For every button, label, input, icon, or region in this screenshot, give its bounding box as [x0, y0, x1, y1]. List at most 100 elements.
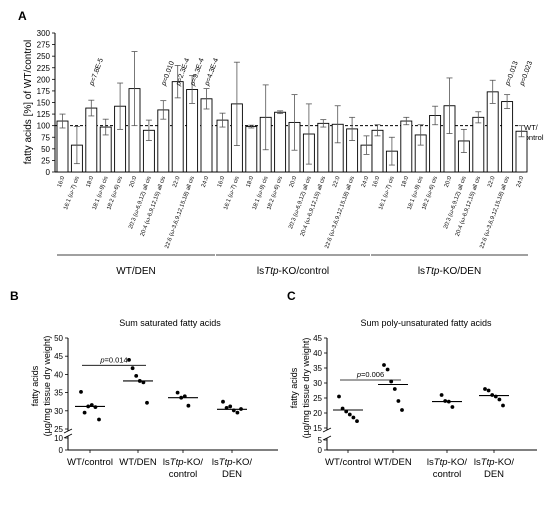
data-point — [221, 399, 225, 404]
panel-letter-c: C — [287, 289, 296, 303]
x-tick-label: lsTtp-KO/ — [163, 457, 203, 468]
bar — [317, 122, 330, 173]
y-tick-label: 175 — [37, 87, 51, 96]
x-tick-label: 18:2 (ω-6) cis — [421, 176, 439, 211]
x-tick-label: 22:6 (ω-3,6,9,12,15,18) all cis — [479, 176, 511, 250]
x-tick-label: 24:0 — [201, 176, 211, 189]
bar — [501, 101, 514, 173]
group-label: lsTtp-KO/control — [257, 266, 329, 277]
x-tick-label: 18:2 (ω-6) cis — [266, 176, 284, 211]
x-tick-label: 22:6 (ω-3,6,9,12,15,18) all cis — [164, 176, 196, 250]
x-tick-label: 18:0 — [401, 176, 411, 189]
panel-b: B Sum saturated fatty acids fatty acids … — [10, 289, 278, 480]
p-value-label: p=4.3E-4 — [203, 57, 220, 87]
data-point — [175, 390, 180, 395]
y-tick-label: 125 — [37, 110, 51, 119]
bars: 16:016:1 (ω-7) cis 18:018:1 (ω-9) cis18:2… — [56, 51, 534, 250]
bar — [85, 107, 98, 173]
y-tick-label: 25 — [313, 394, 322, 403]
x-tick-label: WT/control — [67, 457, 113, 468]
y-tick-label: 225 — [37, 64, 51, 73]
y-tick-label: 25 — [54, 425, 63, 434]
y-tick-label: 200 — [37, 75, 51, 84]
x-tick-label: 20:0 — [289, 176, 299, 189]
bar — [216, 119, 229, 173]
y-tick-label: 15 — [313, 424, 322, 433]
y-tick-label: 75 — [41, 133, 50, 142]
data-point — [490, 393, 495, 397]
y-tick-label: 50 — [41, 145, 50, 154]
data-point — [450, 405, 455, 409]
y-tick-label: 0 — [59, 446, 64, 455]
y-tick-label: 45 — [313, 334, 322, 343]
data-point — [93, 405, 98, 410]
y-tick-label: 275 — [37, 41, 51, 50]
data-point — [497, 397, 502, 402]
data-point — [396, 399, 401, 403]
data-point — [355, 419, 359, 423]
data-point — [439, 393, 444, 397]
group-label: WT/DEN — [116, 266, 155, 277]
x-tick-label: 18:0 — [86, 176, 96, 189]
x-tick-label: 24:0 — [361, 176, 371, 189]
x-tick-label: lsTtp-KO/ — [474, 457, 514, 468]
data-point — [97, 417, 101, 422]
x-tick-label: 22:0 — [487, 176, 497, 189]
data-point — [228, 404, 233, 409]
y-tick-label: 20 — [313, 409, 322, 418]
significance-label: p=0.014 — [99, 355, 127, 364]
data-point — [145, 400, 149, 405]
data-point — [235, 410, 240, 415]
y-tick-label: 0 — [46, 168, 51, 177]
data-point — [186, 403, 191, 408]
y-tick-label: 150 — [37, 99, 51, 108]
bar — [400, 120, 413, 173]
x-tick-label: 20:0 — [129, 176, 139, 189]
bar — [274, 111, 287, 173]
p-value-label: p=7.8E-5 — [88, 57, 105, 87]
x-tick-label: 16:1 (ω-7) cis — [63, 176, 81, 211]
y-tick-label: 10 — [54, 434, 63, 443]
y-tick-label: 35 — [313, 364, 322, 373]
x-tick-label: 16:0 — [217, 176, 227, 189]
bar — [56, 120, 69, 173]
data-point — [486, 388, 491, 393]
y-tick-label: 45 — [54, 352, 63, 361]
y-tick-label: 100 — [37, 122, 51, 131]
y-tick-label: 35 — [54, 389, 63, 398]
y-axis-label-line2-c: (µg/mg tissue dry weight) — [301, 338, 311, 439]
x-tick-label: 22:0 — [332, 176, 342, 189]
y-tick-label: 250 — [37, 52, 51, 61]
y-tick-label: 40 — [313, 349, 322, 358]
x-tick-label: 18:0 — [246, 176, 256, 189]
bar — [486, 91, 499, 173]
x-tick-label: 24:0 — [516, 176, 526, 189]
y-axis-ticks: 0 25 50 75 100 125 150 175 200 225 250 275 300 — [37, 29, 55, 177]
x-tick-label: control — [433, 469, 462, 480]
panel-c: C Sum poly-unsaturated fatty acids fatty… — [287, 289, 537, 480]
x-tick-label: DEN — [222, 469, 242, 480]
data-point — [130, 366, 135, 371]
x-tick-label: 22:6 (ω-3,6,9,12,15,18) all cis — [324, 176, 356, 250]
data-point — [400, 408, 404, 412]
x-tick-label: 22:0 — [172, 176, 182, 189]
y-tick-label: 300 — [37, 29, 51, 38]
x-tick-label: lsTtp-KO/ — [427, 457, 467, 468]
plot-area-c: 05 15 20 25 30 35 40 45 WT/control WT/DEN lsTtp-KO… — [313, 334, 537, 480]
x-tick-label: DEN — [484, 469, 504, 480]
y-tick-label: 5 — [318, 436, 323, 445]
group-labels: WT/DEN lsTtp-KO/control lsTtp-KO/DEN — [57, 254, 528, 277]
axis-break-mark — [322, 427, 332, 433]
x-tick-label: 18:2 (ω-6) cis — [106, 176, 124, 211]
axis-break-mark — [63, 433, 73, 439]
data-point — [501, 403, 505, 408]
data-point — [347, 412, 352, 417]
x-tick-label: 20:0 — [444, 176, 454, 189]
y-tick-label: 50 — [54, 334, 63, 343]
data-point — [127, 357, 131, 362]
data-point — [351, 415, 356, 420]
data-point — [385, 367, 390, 372]
panel-letter-b: B — [10, 289, 19, 303]
x-tick-label: 16:0 — [372, 176, 382, 189]
